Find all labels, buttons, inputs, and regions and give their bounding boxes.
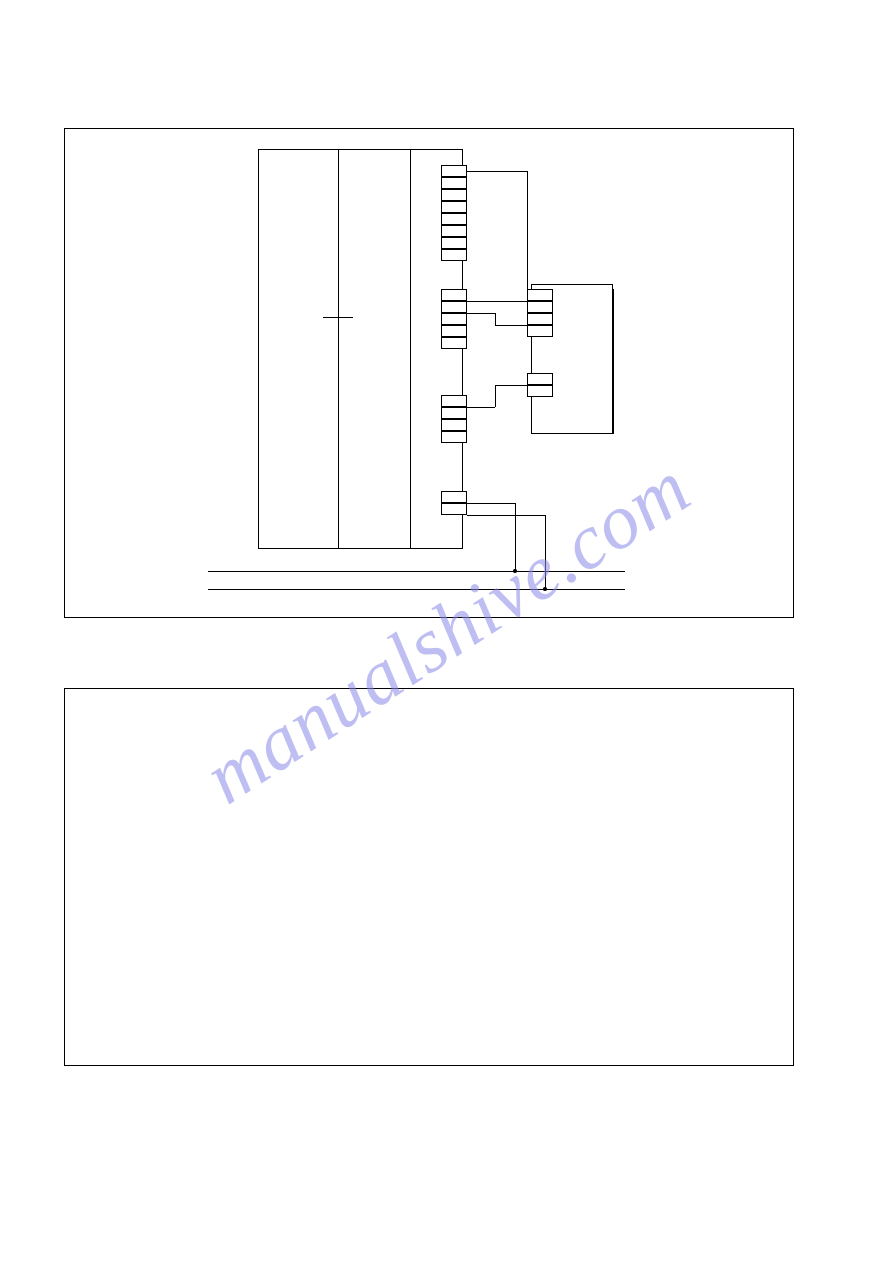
connector-j2-pin	[441, 301, 467, 313]
connector-j2-pin	[441, 337, 467, 349]
page: manualshive.com	[0, 0, 893, 1263]
wire	[545, 515, 546, 589]
wire	[527, 171, 528, 289]
connector-j1-pin	[441, 165, 467, 177]
wire	[613, 289, 614, 434]
connector-j2-pin	[441, 313, 467, 325]
junction-dot	[543, 587, 547, 591]
connector-p1-pin	[527, 289, 553, 301]
main-block-tick	[323, 317, 353, 318]
connector-j4-pin	[441, 503, 467, 515]
connector-j1-pin	[441, 213, 467, 225]
main-block-divider-2	[410, 149, 411, 549]
connector-p1-pin	[527, 325, 553, 337]
connector-j2-pin	[441, 325, 467, 337]
connector-j2-pin	[441, 289, 467, 301]
connector-j4-pin	[441, 491, 467, 503]
bus-line-1	[208, 571, 625, 572]
wire	[467, 503, 515, 504]
connector-p2-pin	[527, 373, 553, 385]
wire	[467, 301, 527, 302]
connector-j1-pin	[441, 189, 467, 201]
connector-j3-pin	[441, 419, 467, 431]
diagram-panel	[64, 128, 794, 618]
wiring-diagram	[65, 129, 793, 617]
wire	[495, 325, 527, 326]
connector-p2-pin	[527, 385, 553, 397]
bus-line-2	[208, 589, 625, 590]
connector-j1-pin	[441, 237, 467, 249]
connector-j3-pin	[441, 407, 467, 419]
wire	[495, 385, 527, 386]
wire	[467, 515, 545, 516]
wire	[495, 313, 496, 325]
connector-j3-pin	[441, 431, 467, 443]
connector-p1-pin	[527, 301, 553, 313]
connector-j1-pin	[441, 225, 467, 237]
junction-dot	[513, 569, 517, 573]
connector-j3-pin	[441, 395, 467, 407]
main-block	[258, 149, 463, 549]
wire	[467, 171, 527, 172]
connector-j1-pin	[441, 249, 467, 261]
wire	[495, 385, 496, 407]
wire	[467, 407, 495, 408]
wire	[515, 503, 516, 571]
connector-j1-pin	[441, 177, 467, 189]
connector-j1-pin	[441, 201, 467, 213]
empty-panel	[64, 688, 794, 1066]
wire	[467, 313, 495, 314]
main-block-divider-1	[338, 149, 339, 549]
connector-p1-pin	[527, 313, 553, 325]
